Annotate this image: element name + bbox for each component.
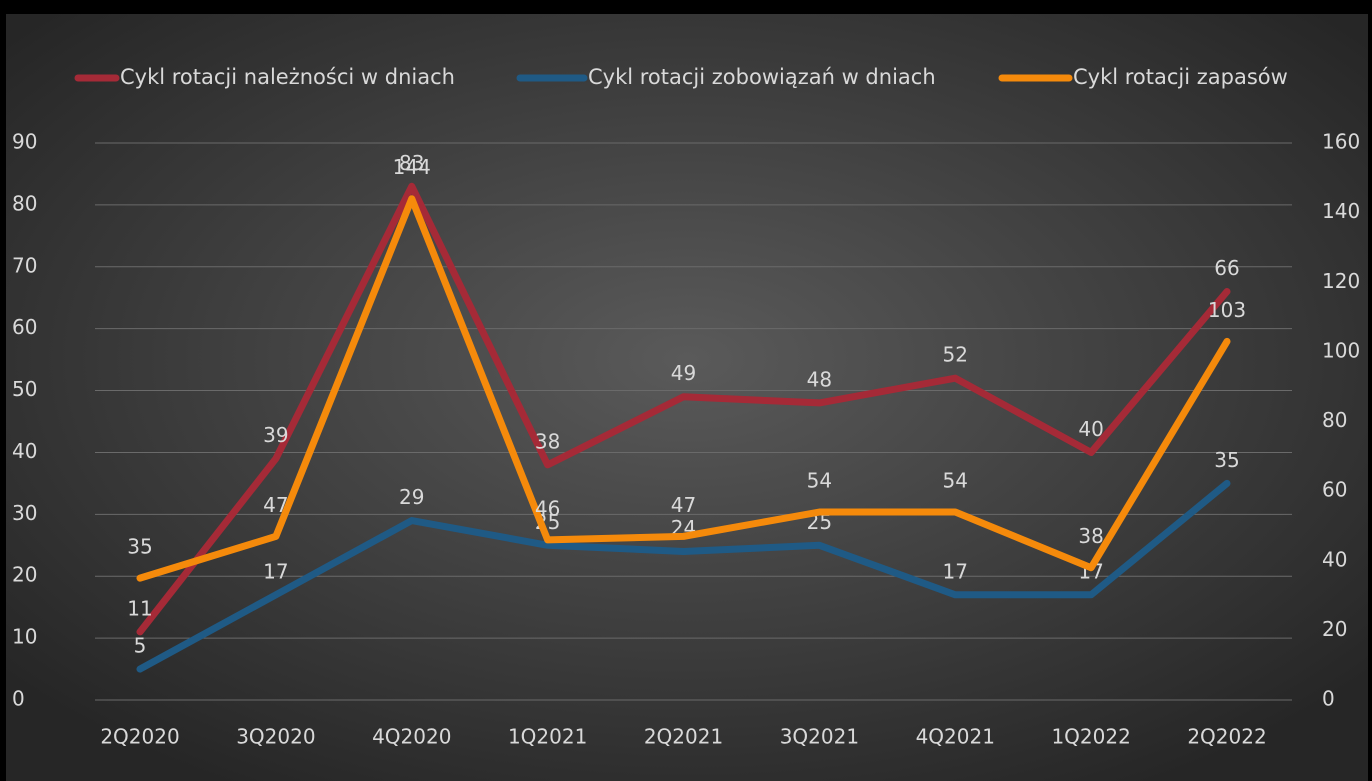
data-label: 35 bbox=[1214, 448, 1239, 472]
data-label: 38 bbox=[1078, 524, 1103, 548]
legend-label: Cykl rotacji należności w dniach bbox=[120, 65, 455, 89]
data-label: 54 bbox=[807, 469, 832, 493]
data-label: 66 bbox=[1214, 256, 1239, 280]
data-label: 29 bbox=[399, 485, 424, 509]
data-label: 5 bbox=[134, 634, 147, 658]
data-label: 52 bbox=[943, 343, 968, 367]
series-line bbox=[136, 479, 1231, 673]
y-tick-label: 30 bbox=[12, 501, 37, 525]
y2-tick-label: 60 bbox=[1322, 478, 1347, 502]
y-tick-label: 0 bbox=[12, 687, 25, 711]
y2-tick-label: 140 bbox=[1322, 199, 1360, 223]
y2-tick-label: 20 bbox=[1322, 617, 1347, 641]
x-tick-label: 4Q2020 bbox=[372, 725, 451, 749]
x-tick-label: 3Q2021 bbox=[780, 725, 859, 749]
y2-tick-label: 0 bbox=[1322, 687, 1335, 711]
data-label: 17 bbox=[943, 559, 968, 583]
y-tick-label: 50 bbox=[12, 377, 37, 401]
y-tick-label: 60 bbox=[12, 315, 37, 339]
x-tick-label: 2Q2020 bbox=[100, 725, 179, 749]
data-label: 54 bbox=[943, 469, 968, 493]
y-tick-label: 90 bbox=[12, 130, 37, 154]
x-tick-label: 3Q2020 bbox=[236, 725, 315, 749]
data-label: 38 bbox=[535, 429, 560, 453]
data-label: 11 bbox=[127, 596, 152, 620]
x-tick-label: 4Q2021 bbox=[916, 725, 995, 749]
legend-label: Cykl rotacji zapasów bbox=[1073, 65, 1288, 89]
data-label: 35 bbox=[127, 535, 152, 559]
y2-tick-label: 100 bbox=[1322, 338, 1360, 362]
data-label: 83 bbox=[399, 151, 424, 175]
x-tick-label: 2Q2022 bbox=[1187, 725, 1266, 749]
data-label: 46 bbox=[535, 496, 560, 520]
y-tick-label: 10 bbox=[12, 625, 37, 649]
x-tick-label: 2Q2021 bbox=[644, 725, 723, 749]
data-label: 49 bbox=[671, 361, 696, 385]
y-tick-label: 80 bbox=[12, 191, 37, 215]
series-line bbox=[136, 182, 1231, 636]
data-label: 47 bbox=[263, 493, 288, 517]
y2-tick-label: 160 bbox=[1322, 130, 1360, 154]
data-label: 48 bbox=[807, 367, 832, 391]
data-label: 47 bbox=[671, 493, 696, 517]
y-tick-label: 70 bbox=[12, 253, 37, 277]
legend-label: Cykl rotacji zobowiązań w dniach bbox=[588, 65, 936, 89]
y2-tick-label: 120 bbox=[1322, 269, 1360, 293]
y2-tick-label: 80 bbox=[1322, 408, 1347, 432]
data-label: 17 bbox=[263, 559, 288, 583]
data-label: 39 bbox=[263, 423, 288, 447]
x-tick-label: 1Q2021 bbox=[508, 725, 587, 749]
series-line bbox=[136, 195, 1231, 582]
data-label: 144 bbox=[393, 155, 431, 179]
x-tick-label: 1Q2022 bbox=[1051, 725, 1130, 749]
data-label: 40 bbox=[1078, 417, 1103, 441]
data-label: 103 bbox=[1208, 298, 1246, 322]
y-tick-label: 20 bbox=[12, 563, 37, 587]
y2-tick-label: 40 bbox=[1322, 547, 1347, 571]
y-tick-label: 40 bbox=[12, 439, 37, 463]
